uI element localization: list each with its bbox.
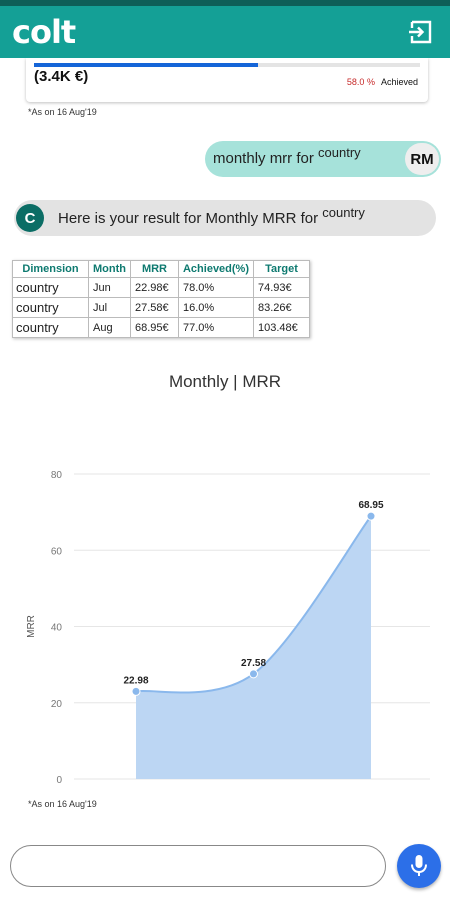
data-label: 22.98 [123, 675, 148, 686]
table-cell: country [12, 317, 89, 338]
logout-icon [409, 20, 432, 44]
table-row: country Jun 22.98€ 78.0% 74.93€ [12, 277, 311, 298]
data-point [131, 686, 141, 696]
kpi-achieved: 58.0 % Achieved [347, 77, 418, 87]
y-tick-label: 40 [51, 623, 63, 634]
kpi-achieved-percent: 58.0 % [346, 77, 375, 87]
y-tick-label: 60 [51, 546, 63, 557]
app-logo: colt [12, 13, 76, 51]
table-cell: country [12, 277, 89, 298]
user-message-bubble: monthly mrr for country RM [205, 141, 441, 177]
table-cell: Jul [88, 297, 131, 318]
mic-icon [411, 855, 427, 876]
logout-button[interactable] [406, 17, 436, 47]
bot-message-main: Here is your result for Monthly MRR for [58, 210, 323, 227]
table-cell: 16.0% [177, 297, 255, 318]
data-label: 68.95 [358, 500, 383, 511]
table-cell: 78.0% [177, 277, 255, 298]
y-axis-label: MRR [26, 615, 37, 638]
chart-canvas: 020406080JunJulAugMRR22.9827.5868.95Coun… [26, 470, 430, 830]
table-cell: Jun [88, 277, 131, 298]
chat-area[interactable]: (3.4K €) 58.0 % Achieved *As on 16 Aug'1… [0, 58, 450, 830]
table-cell: country [12, 297, 89, 318]
column-header: Month [88, 260, 131, 278]
bot-message-country: country [322, 205, 365, 220]
series-line [135, 515, 372, 694]
user-avatar: RM [405, 143, 439, 175]
data-point [249, 669, 258, 679]
chart-title: Monthly | MRR [168, 372, 282, 391]
table-cell: 77.0% [177, 317, 255, 338]
y-tick-label: 20 [51, 699, 63, 710]
data-point [366, 511, 376, 521]
table-cell: 74.93€ [253, 277, 311, 298]
data-label: 27.58 [241, 658, 266, 669]
status-bar [0, 0, 450, 6]
composer-bar [0, 830, 450, 900]
as-on-note: *As on 16 Aug'19 [28, 107, 97, 117]
as-on-note-bottom: *As on 16 Aug'19 [28, 799, 97, 809]
table-row: country Jul 27.58€ 16.0% 83.26€ [12, 297, 311, 318]
user-message-main: monthly mrr for [213, 150, 319, 167]
column-header: Dimension [12, 260, 89, 278]
app-header: colt [0, 6, 450, 58]
series-area [136, 516, 371, 779]
mic-button[interactable] [397, 844, 441, 888]
kpi-value: (3.4K €) [34, 68, 89, 85]
kpi-progress-bar [34, 63, 420, 67]
user-message-country: country [318, 145, 361, 160]
user-message-text: monthly mrr for country [213, 145, 361, 167]
kpi-card: (3.4K €) 58.0 % Achieved [26, 58, 428, 102]
message-input[interactable] [10, 845, 386, 887]
table-cell: 83.26€ [253, 297, 311, 318]
y-tick-label: 80 [51, 470, 63, 481]
column-header: MRR [129, 260, 179, 278]
bot-avatar: C [16, 204, 44, 232]
table-row: country Aug 68.95€ 77.0% 103.48€ [12, 317, 311, 338]
table-cell: 68.95€ [129, 317, 179, 338]
table-cell: 22.98€ [129, 277, 179, 298]
mrr-chart: Monthly | MRR 020406080JunJulAugMRR22.98… [0, 358, 450, 830]
table-cell: 103.48€ [253, 317, 311, 338]
kpi-achieved-label: Achieved [380, 77, 418, 87]
y-tick-label: 0 [56, 775, 62, 786]
bot-message-bubble: C Here is your result for Monthly MRR fo… [14, 200, 436, 236]
column-header: Achieved(%) [177, 260, 255, 278]
kpi-progress-fill [34, 63, 258, 67]
column-header: Target [253, 260, 311, 278]
table-cell: Aug [88, 317, 131, 338]
result-table: Dimension Month MRR Achieved(%) Target c… [12, 260, 311, 338]
table-cell: 27.58€ [129, 297, 179, 318]
bot-message-text: Here is your result for Monthly MRR for … [58, 205, 365, 227]
table-header-row: Dimension Month MRR Achieved(%) Target [12, 260, 311, 278]
